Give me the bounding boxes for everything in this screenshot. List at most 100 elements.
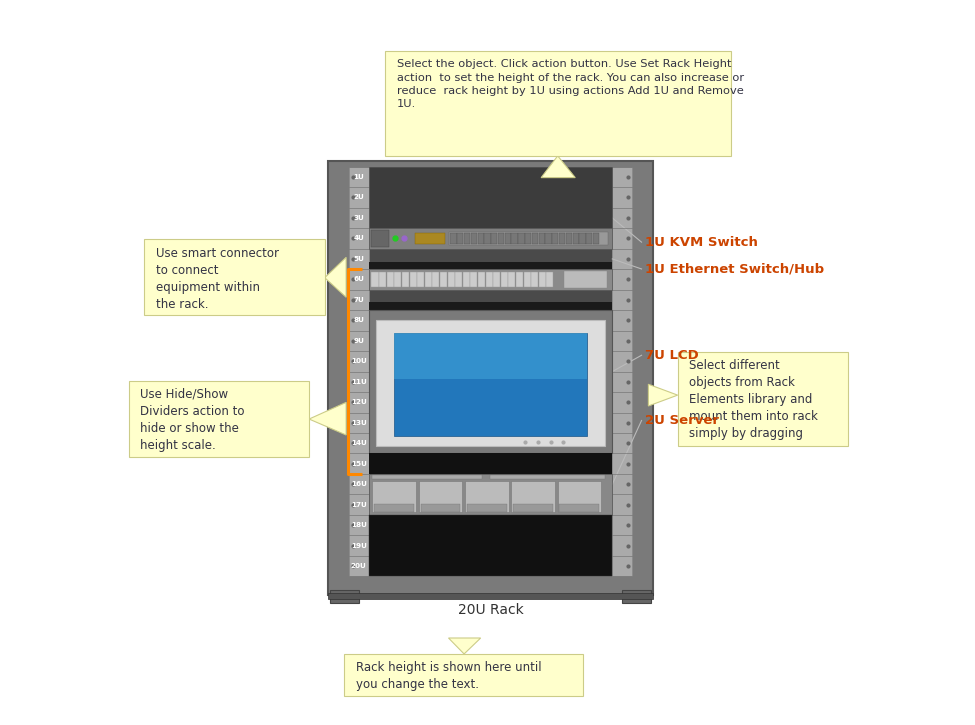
Text: 15U: 15U xyxy=(351,460,367,467)
FancyBboxPatch shape xyxy=(516,272,523,286)
Text: 8U: 8U xyxy=(353,318,365,323)
Text: 10U: 10U xyxy=(351,358,367,365)
FancyBboxPatch shape xyxy=(402,272,409,286)
FancyBboxPatch shape xyxy=(612,167,632,576)
FancyBboxPatch shape xyxy=(478,233,484,244)
Text: Use smart connector
to connect
equipment within
the rack.: Use smart connector to connect equipment… xyxy=(156,247,279,310)
Text: Rack height is shown here until
you change the text.: Rack height is shown here until you chan… xyxy=(356,661,541,691)
Text: 1U Ethernet Switch/Hub: 1U Ethernet Switch/Hub xyxy=(645,262,825,276)
FancyBboxPatch shape xyxy=(566,233,572,244)
Text: 7U LCD: 7U LCD xyxy=(645,349,699,362)
FancyBboxPatch shape xyxy=(369,310,612,454)
FancyBboxPatch shape xyxy=(371,272,378,286)
Text: 9U: 9U xyxy=(353,338,365,344)
FancyBboxPatch shape xyxy=(486,272,492,286)
FancyBboxPatch shape xyxy=(425,272,432,286)
FancyBboxPatch shape xyxy=(328,161,653,594)
FancyBboxPatch shape xyxy=(465,481,509,513)
Text: 20U Rack: 20U Rack xyxy=(457,603,524,618)
FancyBboxPatch shape xyxy=(369,167,612,576)
FancyBboxPatch shape xyxy=(471,233,477,244)
FancyBboxPatch shape xyxy=(512,233,518,244)
Text: Use Hide/Show
Dividers action to
hide or show the
height scale.: Use Hide/Show Dividers action to hide or… xyxy=(140,388,245,452)
FancyBboxPatch shape xyxy=(369,302,612,310)
FancyBboxPatch shape xyxy=(369,167,612,228)
FancyBboxPatch shape xyxy=(467,504,507,512)
FancyBboxPatch shape xyxy=(464,233,470,244)
FancyBboxPatch shape xyxy=(374,504,414,512)
FancyBboxPatch shape xyxy=(491,233,497,244)
FancyBboxPatch shape xyxy=(394,272,402,286)
FancyBboxPatch shape xyxy=(369,262,612,269)
FancyBboxPatch shape xyxy=(501,272,508,286)
FancyBboxPatch shape xyxy=(538,233,545,244)
FancyBboxPatch shape xyxy=(420,504,460,512)
FancyBboxPatch shape xyxy=(379,272,386,286)
FancyBboxPatch shape xyxy=(369,515,612,576)
FancyBboxPatch shape xyxy=(478,272,485,286)
FancyBboxPatch shape xyxy=(455,272,462,286)
FancyBboxPatch shape xyxy=(546,272,554,286)
FancyBboxPatch shape xyxy=(485,233,490,244)
Text: 20U: 20U xyxy=(351,563,367,569)
Text: 1U: 1U xyxy=(353,174,365,180)
FancyBboxPatch shape xyxy=(531,272,538,286)
FancyBboxPatch shape xyxy=(440,272,447,286)
FancyBboxPatch shape xyxy=(470,272,478,286)
FancyBboxPatch shape xyxy=(349,167,369,576)
Text: 17U: 17U xyxy=(351,502,367,508)
FancyBboxPatch shape xyxy=(372,481,416,513)
FancyBboxPatch shape xyxy=(539,272,546,286)
Text: 13U: 13U xyxy=(351,420,367,426)
FancyBboxPatch shape xyxy=(463,272,470,286)
Text: 7U: 7U xyxy=(353,297,365,303)
FancyBboxPatch shape xyxy=(369,269,612,290)
Polygon shape xyxy=(448,638,481,654)
FancyBboxPatch shape xyxy=(144,239,325,315)
FancyBboxPatch shape xyxy=(560,504,600,512)
FancyBboxPatch shape xyxy=(376,320,604,447)
Polygon shape xyxy=(541,156,575,178)
Text: 12U: 12U xyxy=(351,399,367,405)
Text: Select different
objects from Rack
Elements library and
mount them into rack
sim: Select different objects from Rack Eleme… xyxy=(689,359,818,440)
FancyBboxPatch shape xyxy=(505,233,511,244)
FancyBboxPatch shape xyxy=(394,333,587,379)
FancyBboxPatch shape xyxy=(432,272,440,286)
FancyBboxPatch shape xyxy=(593,233,599,244)
Text: 14U: 14U xyxy=(351,440,367,447)
FancyBboxPatch shape xyxy=(622,590,651,603)
FancyBboxPatch shape xyxy=(385,51,731,156)
FancyBboxPatch shape xyxy=(586,233,593,244)
FancyBboxPatch shape xyxy=(371,231,389,247)
FancyBboxPatch shape xyxy=(457,233,463,244)
FancyBboxPatch shape xyxy=(372,475,482,479)
FancyBboxPatch shape xyxy=(545,233,552,244)
Text: 16U: 16U xyxy=(351,481,367,487)
FancyBboxPatch shape xyxy=(129,381,309,457)
Text: 2U: 2U xyxy=(353,194,365,201)
Text: 1U KVM Switch: 1U KVM Switch xyxy=(645,236,759,249)
Text: 4U: 4U xyxy=(353,236,365,241)
Text: 11U: 11U xyxy=(351,378,367,385)
FancyBboxPatch shape xyxy=(511,481,555,513)
FancyBboxPatch shape xyxy=(394,333,587,436)
FancyBboxPatch shape xyxy=(330,590,359,603)
FancyBboxPatch shape xyxy=(564,271,607,288)
FancyBboxPatch shape xyxy=(572,233,579,244)
FancyBboxPatch shape xyxy=(328,593,653,599)
FancyBboxPatch shape xyxy=(493,272,500,286)
FancyBboxPatch shape xyxy=(524,272,530,286)
FancyBboxPatch shape xyxy=(513,504,553,512)
Text: 6U: 6U xyxy=(353,276,365,283)
Text: 19U: 19U xyxy=(351,542,367,549)
FancyBboxPatch shape xyxy=(558,481,602,513)
Text: 18U: 18U xyxy=(351,522,367,529)
FancyBboxPatch shape xyxy=(418,481,462,513)
FancyBboxPatch shape xyxy=(498,233,504,244)
FancyBboxPatch shape xyxy=(450,233,456,244)
FancyBboxPatch shape xyxy=(531,233,538,244)
Polygon shape xyxy=(325,257,346,297)
FancyBboxPatch shape xyxy=(519,233,525,244)
FancyBboxPatch shape xyxy=(415,233,445,244)
FancyBboxPatch shape xyxy=(387,272,394,286)
